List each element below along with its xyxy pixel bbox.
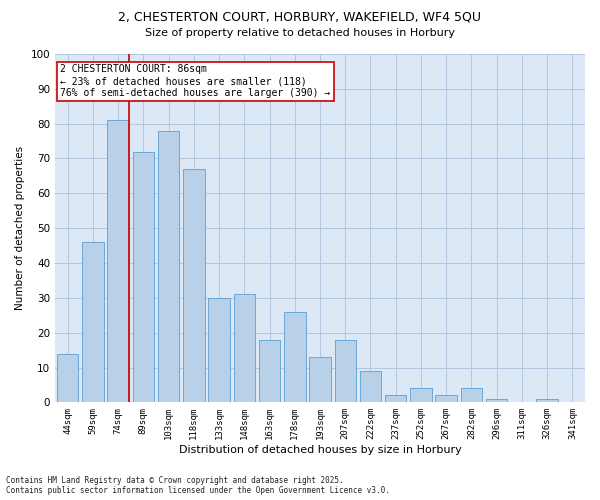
Text: Contains HM Land Registry data © Crown copyright and database right 2025.
Contai: Contains HM Land Registry data © Crown c… (6, 476, 390, 495)
Text: 2, CHESTERTON COURT, HORBURY, WAKEFIELD, WF4 5QU: 2, CHESTERTON COURT, HORBURY, WAKEFIELD,… (119, 10, 482, 23)
Bar (82, 242, 104, 402)
Bar (133, 152, 154, 402)
Bar (233, 294, 255, 403)
Text: Size of property relative to detached houses in Horbury: Size of property relative to detached ho… (145, 28, 455, 38)
Bar (183, 169, 205, 402)
Bar (410, 388, 431, 402)
Bar (259, 340, 280, 402)
Bar (208, 298, 230, 403)
Y-axis label: Number of detached properties: Number of detached properties (15, 146, 25, 310)
Bar (536, 399, 558, 402)
X-axis label: Distribution of detached houses by size in Horbury: Distribution of detached houses by size … (179, 445, 461, 455)
Bar (158, 130, 179, 402)
Bar (107, 120, 129, 403)
Text: 2 CHESTERTON COURT: 86sqm
← 23% of detached houses are smaller (118)
76% of semi: 2 CHESTERTON COURT: 86sqm ← 23% of detac… (61, 64, 331, 98)
Bar (57, 354, 79, 403)
Bar (436, 396, 457, 402)
Bar (309, 357, 331, 403)
Bar (461, 388, 482, 402)
Bar (335, 340, 356, 402)
Bar (385, 396, 406, 402)
Bar (486, 399, 508, 402)
Bar (284, 312, 305, 402)
Bar (360, 371, 381, 402)
